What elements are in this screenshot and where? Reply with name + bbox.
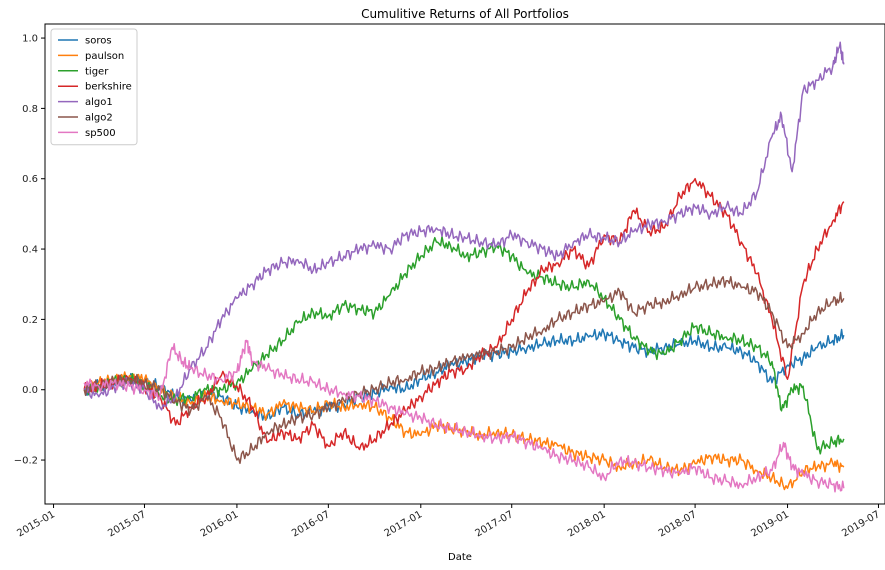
legend-label-sp500: sp500 xyxy=(85,128,116,139)
y-tick-label: 0.4 xyxy=(22,245,38,256)
series-line-tiger xyxy=(84,235,845,455)
legend-label-paulson: paulson xyxy=(85,51,124,62)
y-tick-label: −0.2 xyxy=(14,456,38,467)
y-tick-label: 1.0 xyxy=(22,34,38,45)
legend-label-algo1: algo1 xyxy=(85,97,113,108)
series-group xyxy=(83,41,845,493)
x-tick-label: 2019-01 xyxy=(749,509,791,539)
x-axis-label: Date xyxy=(448,552,472,563)
series-line-algo2 xyxy=(83,275,845,465)
plot-frame xyxy=(44,23,885,505)
legend: soros paulson tiger berkshire algo1 algo2 sp50… xyxy=(50,28,138,146)
y-tick-label: 0.8 xyxy=(22,104,38,115)
x-tick-label: 2015-01 xyxy=(15,509,57,539)
x-tick-label: 2016-07 xyxy=(290,509,332,539)
y-tick-label: 0.6 xyxy=(22,174,38,185)
x-tick-label: 2015-07 xyxy=(106,509,148,539)
y-tick-label: 0.0 xyxy=(22,385,38,396)
x-axis: 2015-01 2015-07 2016-01 2016-07 2017-01 2017-… xyxy=(15,504,882,539)
legend-label-berkshire: berkshire xyxy=(85,82,132,93)
x-tick-label: 2018-07 xyxy=(657,509,699,539)
legend-label-soros: soros xyxy=(85,36,112,47)
legend-label-algo2: algo2 xyxy=(85,113,113,124)
chart-title: Cumulitive Returns of All Portfolios xyxy=(361,7,569,21)
x-tick-label: 2017-07 xyxy=(474,509,516,539)
x-tick-label: 2017-01 xyxy=(383,509,425,539)
y-axis: −0.2 0.0 0.2 0.4 0.6 0.8 1.0 xyxy=(14,34,45,467)
x-tick-label: 2019-07 xyxy=(840,509,882,539)
series-line-sp500 xyxy=(83,339,845,493)
x-tick-label: 2016-01 xyxy=(199,509,241,539)
x-tick-label: 2018-01 xyxy=(566,509,608,539)
series-line-algo1 xyxy=(83,41,845,411)
y-tick-label: 0.2 xyxy=(22,315,38,326)
legend-label-tiger: tiger xyxy=(85,66,109,77)
legend-box xyxy=(50,28,138,146)
